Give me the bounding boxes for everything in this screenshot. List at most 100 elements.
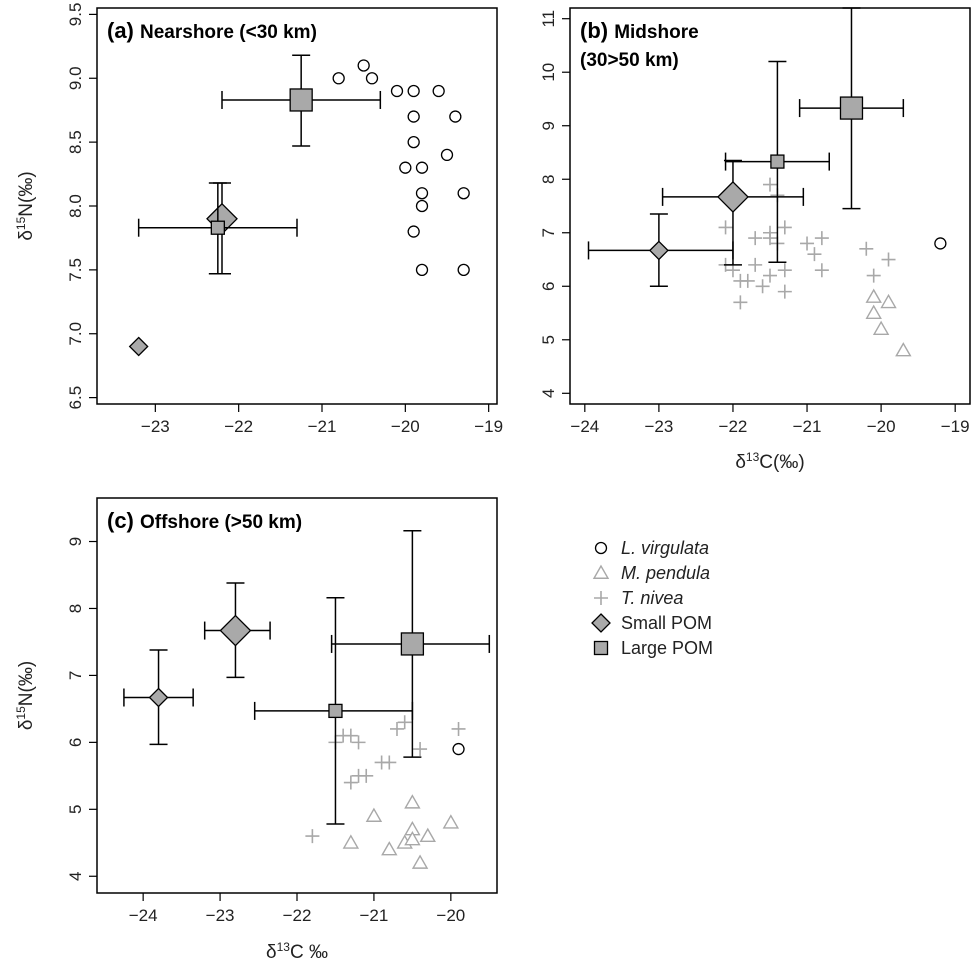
data-point-circle	[415, 187, 429, 200]
data-point-plus	[343, 728, 358, 743]
data-point-plus	[390, 721, 404, 736]
data-point-triangle	[865, 288, 882, 303]
data-point-plus	[800, 236, 815, 251]
data-point-square	[210, 220, 225, 235]
y-tick-label: 5	[539, 335, 558, 344]
data-point-circle	[407, 135, 420, 149]
series-large-pom	[253, 530, 491, 825]
y-axis-label: δ15N(‰)	[14, 661, 37, 730]
panel-c: −24 −23 −22 −21 −20 4 5 6 7 8 9 δ15N(‰) δ13C ‰ (c) Of…	[14, 497, 498, 963]
data-point-plus	[740, 273, 755, 288]
x-axis-label: δ13C(‰)	[735, 450, 804, 473]
data-point-plus	[814, 231, 829, 246]
data-point-triangle	[442, 814, 460, 829]
data-point-triangle	[865, 304, 882, 319]
data-point-square	[770, 154, 785, 169]
legend-triangle-icon	[592, 564, 610, 579]
data-point-circle	[407, 225, 420, 238]
data-point-circle	[415, 199, 429, 213]
legend-item: T. nivea	[594, 588, 683, 608]
x-tick-label: −19	[474, 417, 503, 436]
y-tick-label: 8	[66, 604, 85, 613]
data-point-plus	[359, 768, 374, 783]
y-tick-label: 6.5	[66, 386, 85, 410]
data-point-circle	[457, 263, 470, 277]
data-point-circle	[390, 84, 404, 98]
data-point-plus	[777, 220, 792, 235]
data-point-plus	[763, 225, 777, 240]
data-point-circle	[432, 84, 445, 98]
data-point-triangle	[342, 834, 360, 849]
y-tick-label: 7.5	[66, 258, 85, 282]
y-tick-label: 4	[66, 872, 85, 881]
x-tick-label: −23	[206, 906, 235, 925]
panel-b: −24 −23 −22 −21 −20 −19 4 5 6 7 8 9 10 11 δ13C(‰) (b) M…	[539, 7, 971, 473]
y-tick-label: 8.5	[66, 130, 85, 154]
data-point-plus	[413, 742, 428, 757]
x-tick-label: −22	[283, 906, 312, 925]
series-l-virgulata	[332, 59, 470, 277]
series-large-pom	[137, 54, 382, 275]
x-axis-label: δ13C ‰	[266, 940, 328, 963]
legend-diamond-icon	[591, 613, 611, 633]
data-point-circle	[407, 110, 420, 123]
data-point-diamond	[219, 614, 252, 647]
y-tick-label: 7	[66, 671, 85, 680]
panel-subtitle: (30>50 km)	[580, 50, 679, 71]
data-point-plus	[733, 295, 748, 310]
data-point-diamond	[148, 687, 169, 708]
data-point-triangle	[411, 854, 429, 869]
data-point-square	[400, 632, 425, 656]
y-tick-label: 9	[539, 121, 558, 130]
data-point-triangle	[404, 794, 421, 809]
data-point-circle	[440, 148, 454, 162]
y-tick-label: 7.0	[66, 322, 85, 346]
y-tick-label: 10	[539, 63, 558, 82]
data-point-triangle	[365, 807, 383, 822]
legend-circle-icon	[594, 541, 608, 555]
data-point-diamond	[717, 180, 749, 213]
panel-title: (c) Offshore (>50 km)	[107, 508, 302, 533]
y-tick-label: 7	[539, 228, 558, 237]
y-tick-label: 5	[66, 805, 85, 814]
data-point-circle	[415, 161, 429, 174]
y-tick-label: 9	[66, 537, 85, 546]
legend-item: Small POM	[591, 613, 712, 633]
plot-frame	[569, 7, 971, 405]
data-point-plus	[881, 252, 896, 267]
legend-label: M. pendula	[621, 563, 710, 583]
y-tick-label: 4	[539, 389, 558, 398]
data-point-square	[289, 88, 313, 112]
y-tick-label: 8	[539, 175, 558, 184]
panel-title: (b) Midshore	[580, 18, 699, 43]
data-point-triangle	[381, 841, 398, 856]
legend-label: Large POM	[621, 638, 713, 658]
legend-item: Large POM	[593, 638, 713, 658]
y-tick-label: 9.5	[66, 3, 85, 27]
x-tick-label: −23	[141, 417, 170, 436]
x-tick-label: −19	[941, 417, 970, 436]
x-tick-label: −20	[391, 417, 420, 436]
data-point-circle	[332, 72, 345, 85]
data-point-plus	[814, 263, 829, 278]
data-point-circle	[457, 187, 470, 200]
x-tick-label: −21	[360, 906, 389, 925]
data-point-circle	[357, 59, 370, 72]
panel-a: −23 −22 −21 −20 −19 6.5 7.0 7.5 8.0 8.5 9.0 9.5 δ15N…	[14, 3, 503, 436]
data-point-plus	[397, 715, 412, 730]
data-point-plus	[382, 755, 397, 770]
series-l-virgulata	[934, 237, 947, 250]
data-point-plus	[763, 268, 777, 283]
series-small-pom	[123, 582, 271, 746]
y-axis-label: δ15N(‰)	[14, 171, 37, 240]
data-point-plus	[305, 829, 320, 844]
data-point-triangle	[895, 342, 912, 357]
data-point-plus	[351, 735, 366, 750]
x-tick-label: −21	[793, 417, 822, 436]
panel-title: (a) Nearshore (<30 km)	[107, 18, 317, 43]
y-tick-label: 9.0	[66, 66, 85, 90]
series-m-pendula	[865, 288, 912, 357]
data-point-diamond	[648, 240, 669, 261]
data-point-plus	[866, 268, 881, 283]
